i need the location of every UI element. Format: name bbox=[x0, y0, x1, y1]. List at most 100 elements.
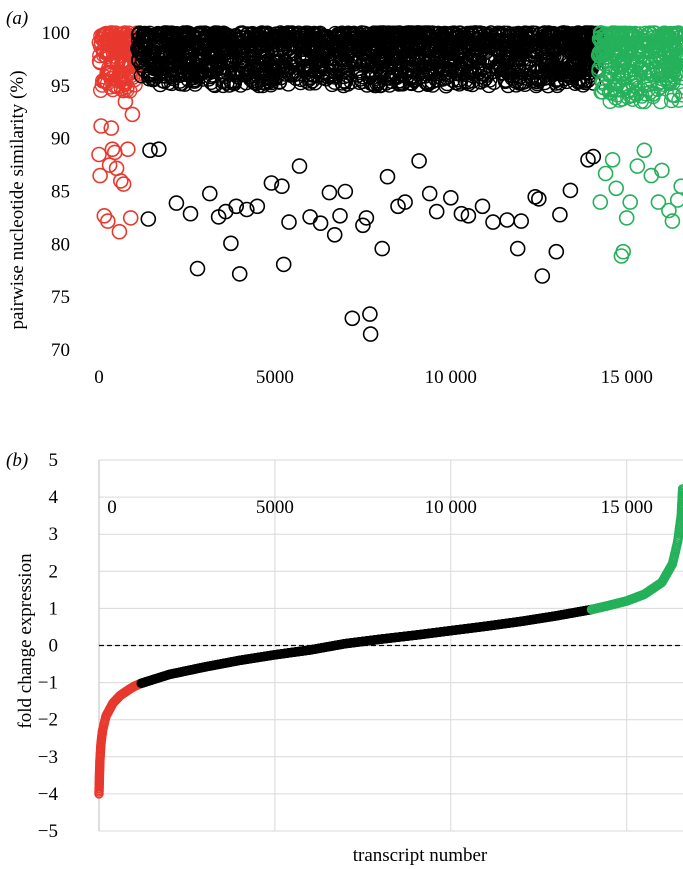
panel-a-dense-point bbox=[481, 77, 497, 94]
panel-a-dense-point bbox=[324, 63, 341, 80]
panel-a-dense-point bbox=[190, 26, 206, 42]
panel-a-dense-point bbox=[190, 48, 206, 64]
panel-a-data-point bbox=[379, 168, 396, 185]
panel-a-dense-point bbox=[429, 49, 445, 66]
panel-a-dense-point bbox=[208, 54, 224, 70]
panel-b-y-tick-label: −4 bbox=[38, 784, 59, 805]
panel-a-data-point bbox=[411, 153, 427, 169]
panel-a-dense-point bbox=[166, 50, 182, 66]
panel-a-dense-point bbox=[554, 25, 570, 41]
panel-a-data-point bbox=[622, 194, 639, 210]
panel-a-dense-point bbox=[329, 40, 345, 56]
panel-a-data-point bbox=[636, 142, 653, 159]
panel-a-dense-point bbox=[384, 50, 400, 66]
panel-a-dense-point bbox=[222, 28, 239, 45]
panel-a-dense-point bbox=[439, 37, 455, 53]
panel-a-dense-point bbox=[595, 79, 612, 96]
panel-a-data-point bbox=[113, 173, 129, 189]
panel-a-x-tick-label: 15 000 bbox=[601, 367, 653, 388]
panel-a-data-point bbox=[104, 141, 121, 157]
panel-a-dense-point bbox=[268, 54, 284, 70]
panel-a-dense-point bbox=[102, 32, 118, 48]
panel-a-dense-point bbox=[672, 83, 683, 99]
panel-a-data-point bbox=[442, 190, 459, 206]
panel-b-y-tick-label: 3 bbox=[49, 524, 59, 545]
panel-a-data-point bbox=[312, 215, 329, 231]
panel-a-dense-point bbox=[202, 68, 218, 85]
panel-a-dense-point bbox=[92, 82, 109, 99]
panel-b-y-tick-label: −3 bbox=[38, 747, 58, 768]
panel-a-data-point bbox=[92, 167, 108, 184]
panel-a-x-tick-label: 10 000 bbox=[425, 367, 477, 388]
panel-a-data-point bbox=[428, 203, 445, 220]
panel-a-dense-point bbox=[315, 28, 332, 44]
panel-a-data-point bbox=[182, 205, 199, 222]
panel-a-dense-point bbox=[641, 76, 657, 93]
panel-a-data-point bbox=[362, 326, 379, 342]
panel-a-dense-point bbox=[302, 75, 318, 91]
panel-a-dense-point bbox=[610, 57, 627, 73]
panel-a-dense-point bbox=[601, 66, 618, 83]
panel-a-dense-point bbox=[168, 58, 184, 74]
panel-a-data-point bbox=[374, 240, 391, 257]
panel-a-data-point bbox=[530, 191, 547, 207]
panel-a-dense-point bbox=[233, 29, 250, 46]
panel-a-dense-point bbox=[359, 53, 376, 69]
panel-a-data-point bbox=[124, 106, 141, 123]
panel-a-dense-point bbox=[391, 76, 407, 92]
panel-a-dense-point bbox=[93, 28, 109, 44]
panel-a-data-point bbox=[664, 213, 681, 229]
panel-a-dense-point bbox=[530, 44, 546, 60]
panel-a-dense-point bbox=[391, 52, 408, 69]
panel-a-dense-point bbox=[636, 93, 653, 110]
panel-a-dense-point bbox=[479, 51, 495, 68]
panel-a-dense-point bbox=[319, 40, 335, 56]
panel-a-data-point bbox=[421, 185, 438, 202]
panel-a-dense-point bbox=[629, 54, 645, 71]
panel-a-dense-point bbox=[293, 71, 309, 88]
panel-b-fold-change-plot: (b) fold change expression −5 −4 −3 −2 −1 0 1 2… bbox=[6, 450, 683, 866]
panel-a-data-points bbox=[91, 25, 683, 342]
panel-a-dense-point bbox=[311, 62, 328, 78]
panel-a-dense-point bbox=[372, 77, 389, 94]
panel-a-dense-point bbox=[103, 70, 120, 87]
panel-a-dense-point bbox=[295, 27, 311, 43]
panel-a-dense-point bbox=[246, 67, 263, 84]
panel-a-dense-point bbox=[484, 32, 500, 48]
panel-b-x-axis-title: transcript number bbox=[353, 845, 488, 866]
panel-a-dense-point bbox=[111, 44, 128, 61]
panel-a-data-point bbox=[362, 306, 378, 322]
panel-b-y-tick-label: 5 bbox=[49, 450, 59, 471]
panel-b-y-axis-title: fold change expression bbox=[15, 553, 36, 729]
panel-a-data-point bbox=[604, 152, 621, 168]
panel-a-data-point bbox=[168, 195, 185, 211]
panel-a-dense-point bbox=[288, 55, 305, 72]
panel-a-dense-point bbox=[451, 76, 467, 92]
panel-b-y-tick-label: 1 bbox=[49, 598, 59, 619]
panel-a-dense-point bbox=[293, 51, 310, 68]
panel-a-dense-point bbox=[654, 26, 670, 43]
panel-a-dense-point bbox=[117, 76, 133, 93]
panel-a-dense-point bbox=[669, 38, 683, 54]
panel-a-y-tick-label: 75 bbox=[51, 287, 70, 308]
panel-a-dense-point bbox=[201, 71, 217, 87]
panel-a-dense-point bbox=[656, 25, 672, 41]
panel-a-dense-point bbox=[332, 54, 348, 71]
panel-a-dense-point bbox=[664, 87, 681, 103]
panel-a-dense-point bbox=[665, 59, 681, 76]
panel-a-data-point bbox=[592, 194, 609, 210]
panel-a-data-point bbox=[562, 182, 579, 199]
panel-a-y-tick-label: 70 bbox=[51, 340, 70, 361]
panel-a-x-tick-label: 0 bbox=[94, 367, 104, 388]
panel-a-data-point bbox=[321, 184, 338, 201]
panel-a-dense-point bbox=[324, 76, 340, 93]
panel-b-x-tick-label: 5000 bbox=[256, 497, 294, 518]
panel-a-dense-point bbox=[572, 33, 588, 49]
panel-a-dense-point bbox=[254, 41, 270, 57]
panel-a-dense-point bbox=[494, 65, 510, 81]
panel-a-data-point bbox=[552, 206, 568, 223]
panel-a-dense-point bbox=[370, 74, 387, 91]
panel-a-dense-point bbox=[185, 30, 202, 47]
panel-b-y-tick-label: −2 bbox=[38, 710, 58, 731]
panel-a-dense-point bbox=[364, 53, 380, 69]
